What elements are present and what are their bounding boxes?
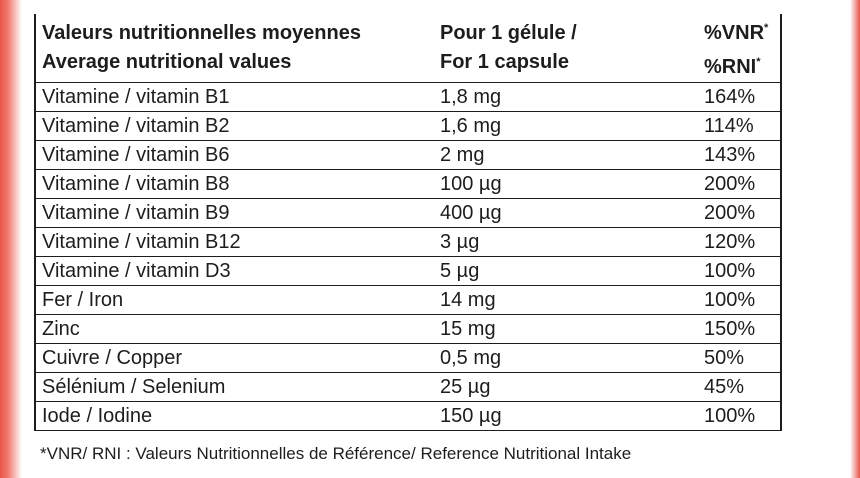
header-percent-vnr: %VNR	[704, 22, 765, 44]
nutrient-amount: 2 mg	[434, 140, 698, 170]
nutrient-amount: 25 µg	[434, 372, 698, 402]
table-row: Vitamine / vitamin B1 1,8 mg 164%	[35, 82, 781, 112]
header-nutrient: Valeurs nutritionnelles moyennes Average…	[35, 14, 434, 83]
table-row: Vitamine / vitamin B8 100 µg 200%	[35, 169, 781, 199]
nutrient-percent: 164%	[698, 82, 781, 112]
nutrient-name: Vitamine / vitamin B9	[35, 198, 434, 228]
nutrient-percent: 200%	[698, 169, 781, 199]
nutrient-amount: 14 mg	[434, 285, 698, 315]
nutrient-amount: 150 µg	[434, 401, 698, 431]
header-amount: Pour 1 gélule / For 1 capsule	[434, 14, 698, 83]
header-percent-rni: %RNI	[704, 56, 757, 78]
table-row: Vitamine / vitamin B12 3 µg 120%	[35, 227, 781, 257]
nutrient-percent: 143%	[698, 140, 781, 170]
header-amount-en: For 1 capsule	[440, 51, 569, 73]
nutrient-name: Vitamine / vitamin B8	[35, 169, 434, 199]
packaging-edge-right	[850, 0, 860, 478]
header-nutrient-en: Average nutritional values	[42, 51, 292, 73]
nutrient-amount: 5 µg	[434, 256, 698, 286]
nutrient-amount: 3 µg	[434, 227, 698, 257]
nutrition-table: Valeurs nutritionnelles moyennes Average…	[34, 14, 782, 431]
header-amount-fr: Pour 1 gélule /	[440, 22, 577, 44]
nutrient-percent: 100%	[698, 285, 781, 315]
nutrient-amount: 1,8 mg	[434, 82, 698, 112]
header-percent: %VNR* %RNI*	[698, 14, 781, 83]
table-row: Vitamine / vitamin B6 2 mg 143%	[35, 140, 781, 170]
nutrient-name: Vitamine / vitamin B12	[35, 227, 434, 257]
nutrient-name: Vitamine / vitamin B1	[35, 82, 434, 112]
nutrient-name: Zinc	[35, 314, 434, 344]
nutrient-amount: 1,6 mg	[434, 111, 698, 141]
footnote: *VNR/ RNI : Valeurs Nutritionnelles de R…	[40, 444, 632, 463]
nutrient-percent: 150%	[698, 314, 781, 344]
table-row: Sélénium / Selenium 25 µg 45%	[35, 372, 781, 402]
table-row: Zinc 15 mg 150%	[35, 314, 781, 344]
nutrient-amount: 400 µg	[434, 198, 698, 228]
table-row: Iode / Iodine 150 µg 100%	[35, 401, 781, 431]
nutrient-amount: 15 mg	[434, 314, 698, 344]
nutrient-percent: 45%	[698, 372, 781, 402]
table-row: Vitamine / vitamin D3 5 µg 100%	[35, 256, 781, 286]
nutrient-name: Vitamine / vitamin D3	[35, 256, 434, 286]
header-nutrient-fr: Valeurs nutritionnelles moyennes	[42, 22, 361, 44]
nutrient-amount: 100 µg	[434, 169, 698, 199]
nutrient-amount: 0,5 mg	[434, 343, 698, 373]
packaging-edge-left	[0, 0, 22, 478]
nutrient-name: Fer / Iron	[35, 285, 434, 315]
table-row: Cuivre / Copper 0,5 mg 50%	[35, 343, 781, 373]
nutrient-percent: 200%	[698, 198, 781, 228]
header-asterisk: *	[756, 56, 761, 68]
header-asterisk: *	[764, 22, 769, 34]
nutrient-name: Vitamine / vitamin B2	[35, 111, 434, 141]
nutrient-percent: 120%	[698, 227, 781, 257]
nutrient-percent: 50%	[698, 343, 781, 373]
table-row: Vitamine / vitamin B9 400 µg 200%	[35, 198, 781, 228]
nutrient-percent: 100%	[698, 256, 781, 286]
table-row: Vitamine / vitamin B2 1,6 mg 114%	[35, 111, 781, 141]
nutrient-percent: 114%	[698, 111, 781, 141]
nutrient-name: Vitamine / vitamin B6	[35, 140, 434, 170]
nutrient-name: Cuivre / Copper	[35, 343, 434, 373]
table-row: Fer / Iron 14 mg 100%	[35, 285, 781, 315]
table-header-row: Valeurs nutritionnelles moyennes Average…	[35, 14, 781, 83]
nutrient-percent: 100%	[698, 401, 781, 431]
nutrient-name: Sélénium / Selenium	[35, 372, 434, 402]
nutrient-name: Iode / Iodine	[35, 401, 434, 431]
